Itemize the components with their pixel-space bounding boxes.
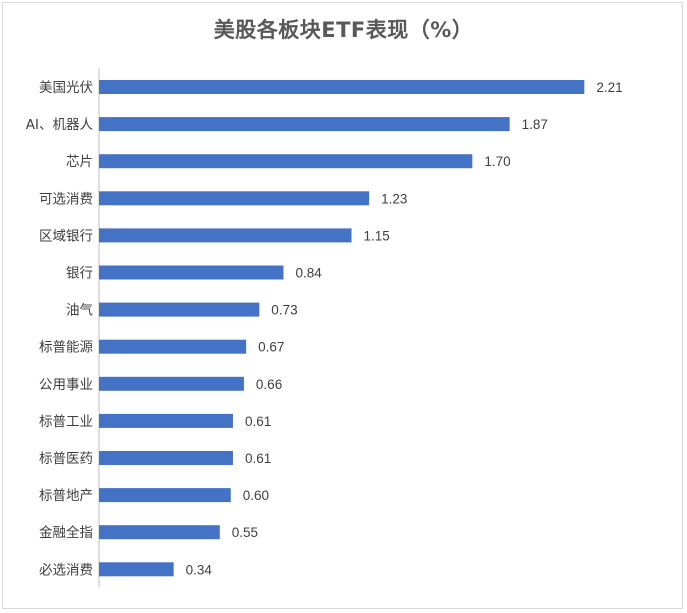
bar xyxy=(99,80,585,94)
bar xyxy=(99,228,352,243)
category-label: 区域银行 xyxy=(39,228,93,244)
bar xyxy=(99,376,244,391)
category-label: 必选消费 xyxy=(39,562,93,578)
category-label: 美国光伏 xyxy=(39,80,93,96)
bar xyxy=(99,265,284,280)
bar xyxy=(99,117,510,132)
data-labels: 2.21 1.87 1.70 1.23 1.15 0.84 0.73 0.67 0.66 0.61… xyxy=(186,80,623,577)
category-labels: 美国光伏 AI、机器人芯片可选消费区域银行银行油气标普能源公用事业标普工业标普医药… xyxy=(26,80,94,578)
data-label: 0.84 xyxy=(295,266,322,281)
data-label: 0.60 xyxy=(243,488,269,503)
category-label: 标普医药 xyxy=(39,451,93,467)
category-label: 芯片 xyxy=(66,154,93,170)
data-label: 1.23 xyxy=(381,191,407,206)
data-label: 0.66 xyxy=(256,377,282,392)
data-label: 0.73 xyxy=(271,303,297,318)
data-label: 1.70 xyxy=(484,154,510,169)
bar xyxy=(99,525,220,540)
category-label: AI、机器人 xyxy=(26,117,94,133)
category-label: 标普能源 xyxy=(39,340,93,356)
category-label: 油气 xyxy=(66,303,93,319)
bar xyxy=(99,562,174,577)
category-label: 可选消费 xyxy=(39,191,93,207)
data-label: 0.61 xyxy=(245,414,271,429)
category-label: 银行 xyxy=(66,266,93,282)
data-label: 0.61 xyxy=(245,451,271,466)
bar xyxy=(99,339,247,354)
chart-title: 美股各板块ETF表现（%） xyxy=(213,18,474,42)
data-label: 1.87 xyxy=(522,117,548,132)
bar xyxy=(99,413,233,428)
data-label: 2.21 xyxy=(596,80,622,95)
category-label: 金融全指 xyxy=(39,524,93,541)
category-label: 标普工业 xyxy=(39,414,93,430)
bar xyxy=(99,488,231,503)
bar xyxy=(99,191,370,206)
category-label: 标普地产 xyxy=(39,488,93,504)
data-label: 1.15 xyxy=(364,228,390,243)
bar xyxy=(99,451,233,465)
bar xyxy=(99,302,260,317)
data-label: 0.55 xyxy=(232,525,258,540)
bar xyxy=(99,154,473,169)
category-label: 公用事业 xyxy=(39,377,93,393)
data-label: 0.34 xyxy=(186,562,213,577)
bars xyxy=(99,80,585,577)
data-label: 0.67 xyxy=(258,340,284,355)
